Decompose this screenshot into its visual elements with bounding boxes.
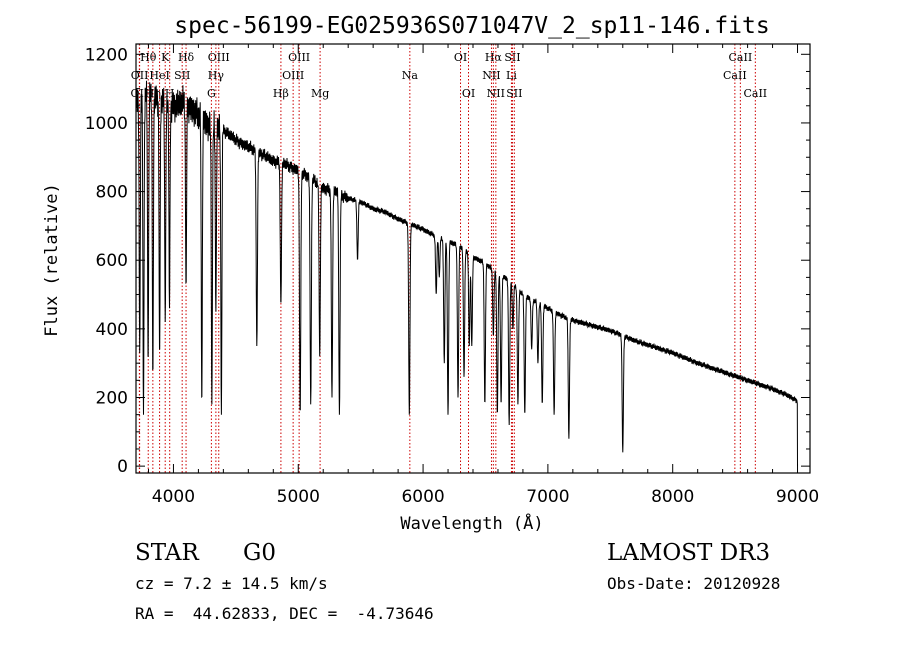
obs-date: Obs-Date: 20120928 — [607, 574, 781, 593]
y-tick-label: 600 — [96, 251, 128, 271]
line-label: HeI — [149, 69, 169, 82]
x-axis-label: Wavelength (Å) — [400, 512, 543, 534]
x-tick-label: 7000 — [526, 487, 569, 507]
line-label: G — [207, 87, 216, 100]
line-label: SII — [506, 87, 522, 100]
line-label: OIII — [208, 51, 230, 64]
survey-name: LAMOST DR3 — [607, 540, 771, 566]
redshift-text: cz = 7.2 ± 14.5 km/s — [135, 574, 328, 593]
x-tick-label: 5000 — [277, 487, 320, 507]
y-tick-label: 400 — [96, 320, 128, 340]
line-label: K — [161, 51, 170, 64]
line-label: Na — [402, 69, 419, 82]
spectral-subclass: G0 — [243, 540, 277, 566]
line-label: Hγ — [208, 69, 225, 82]
line-label: Hα — [485, 51, 503, 64]
line-label: OI — [454, 51, 467, 64]
line-label: Hδ — [178, 51, 195, 64]
line-label: OIII — [282, 69, 304, 82]
object-class: STAR — [135, 540, 199, 566]
x-tick-label: 4000 — [152, 487, 195, 507]
line-label: Mg — [311, 87, 329, 100]
line-label: NII — [487, 87, 505, 100]
y-tick-label: 0 — [117, 457, 128, 477]
line-label: Hθ — [140, 51, 157, 64]
line-label: OII — [131, 69, 149, 82]
line-label: CaII — [743, 87, 767, 100]
y-axis-label: Flux (relative) — [42, 183, 62, 337]
line-label: Li — [506, 69, 517, 82]
x-tick-label: 8000 — [651, 487, 694, 507]
line-label: CaII — [723, 69, 747, 82]
line-label: OI — [462, 87, 475, 100]
line-label: NII — [482, 69, 500, 82]
line-label: CaII — [729, 51, 753, 64]
x-tick-label: 9000 — [776, 487, 819, 507]
x-tick-label: 6000 — [401, 487, 444, 507]
chart-title: spec-56199-EG025936S071047V_2_sp11-146.f… — [174, 13, 769, 39]
y-tick-label: 1000 — [85, 114, 128, 134]
flux-series-line — [135, 80, 798, 467]
line-label: H — [165, 87, 175, 100]
y-tick-label: 200 — [96, 388, 128, 408]
line-label: OIII — [288, 51, 310, 64]
line-label: Hη — [145, 87, 161, 100]
line-label: Hβ — [273, 87, 289, 100]
y-tick-label: 800 — [96, 183, 128, 203]
line-label: SII — [174, 69, 190, 82]
line-label: SII — [504, 51, 520, 64]
y-tick-label: 1200 — [85, 45, 128, 65]
coordinates: RA = 44.62833, DEC = -4.73646 — [135, 604, 434, 623]
